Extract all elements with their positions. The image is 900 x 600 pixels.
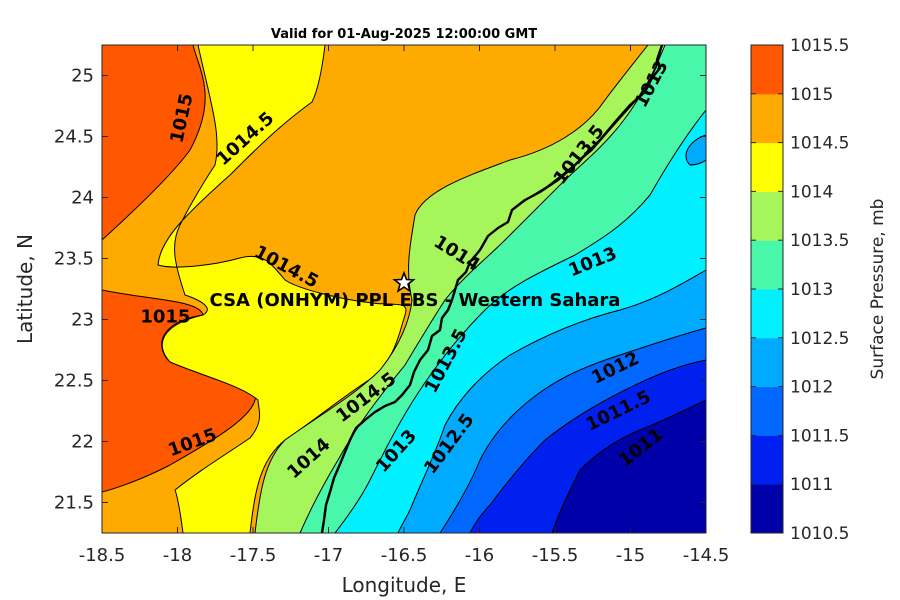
colorbar-swatch — [751, 484, 783, 534]
map-title: Valid for 01-Aug-2025 12:00:00 GMT — [271, 27, 537, 42]
x-axis: -18.5 -18 -17.5 -17 -16.5 -16 -15.5 -15 -14.5 — [79, 45, 730, 566]
x-tick-label: -18 — [163, 545, 192, 566]
colorbar: 1010.5 1011 1011.5 1012 1012.5 1013 1013.5 1014… — [750, 36, 849, 544]
band-1010.5 — [551, 399, 706, 533]
colorbar-tick-label: 1011.5 — [790, 426, 849, 446]
colorbar-swatch — [751, 240, 783, 290]
colorbar-tick-label: 1013.5 — [790, 231, 849, 251]
band-1014 — [157, 45, 407, 533]
colorbar-tick-label: 1012 — [790, 378, 833, 398]
y-tick-label: 22.5 — [54, 371, 94, 392]
x-tick-label: -17 — [314, 545, 343, 566]
colorbar-swatch — [751, 435, 783, 485]
x-tick-label: -17.5 — [230, 545, 277, 566]
band-1015-west — [102, 45, 206, 241]
x-tick-label: -15.5 — [532, 545, 579, 566]
y-axis-label: Latitude, N — [13, 234, 37, 344]
colorbar-swatch — [751, 289, 783, 339]
x-axis-label: Longitude, E — [342, 573, 467, 597]
x-tick-label: -15 — [616, 545, 645, 566]
colorbar-swatch — [751, 142, 783, 192]
colorbar-swatch — [751, 93, 783, 144]
y-tick-label: 24.5 — [54, 127, 94, 148]
x-tick-label: -16 — [465, 545, 494, 566]
y-tick-label: 25 — [71, 66, 94, 87]
y-tick-label: 22 — [71, 432, 94, 453]
colorbar-tick-label: 1014.5 — [790, 134, 849, 154]
colorbar-tick-label: 1015 — [790, 85, 833, 105]
x-tick-label: -18.5 — [79, 545, 126, 566]
y-tick-label: 21.5 — [54, 493, 94, 514]
pressure-field — [102, 45, 706, 533]
colorbar-swatch — [751, 45, 783, 95]
y-tick-label: 23.5 — [54, 249, 94, 270]
contour-label: 1015 — [140, 307, 190, 328]
colorbar-tick-label: 1013 — [790, 280, 833, 300]
colorbar-tick-label: 1011 — [790, 475, 833, 495]
colorbar-tick-label: 1012.5 — [790, 329, 849, 349]
colorbar-label: Surface Pressure, mb — [868, 199, 888, 380]
y-tick-label: 23 — [71, 310, 94, 331]
land-border — [519, 45, 663, 205]
colorbar-tick-label: 1015.5 — [790, 36, 849, 56]
colorbar-tick-label: 1014 — [790, 182, 833, 202]
x-tick-label: -14.5 — [683, 545, 730, 566]
station-marker — [392, 270, 416, 293]
coastline — [320, 45, 664, 533]
x-tick-label: -16.5 — [381, 545, 428, 566]
colorbar-tick-label: 1010.5 — [790, 524, 849, 544]
colorbar-swatch — [751, 386, 783, 436]
colorbar-swatch — [751, 191, 783, 241]
colorbar-swatch — [751, 337, 783, 388]
station-label: CSA (ONHYM) PPL EBS - Western Sahara — [210, 290, 621, 311]
y-tick-label: 24 — [71, 188, 94, 209]
star-icon — [392, 270, 416, 293]
y-axis: 21.5 22 22.5 23 23.5 24 24.5 25 — [54, 66, 706, 514]
